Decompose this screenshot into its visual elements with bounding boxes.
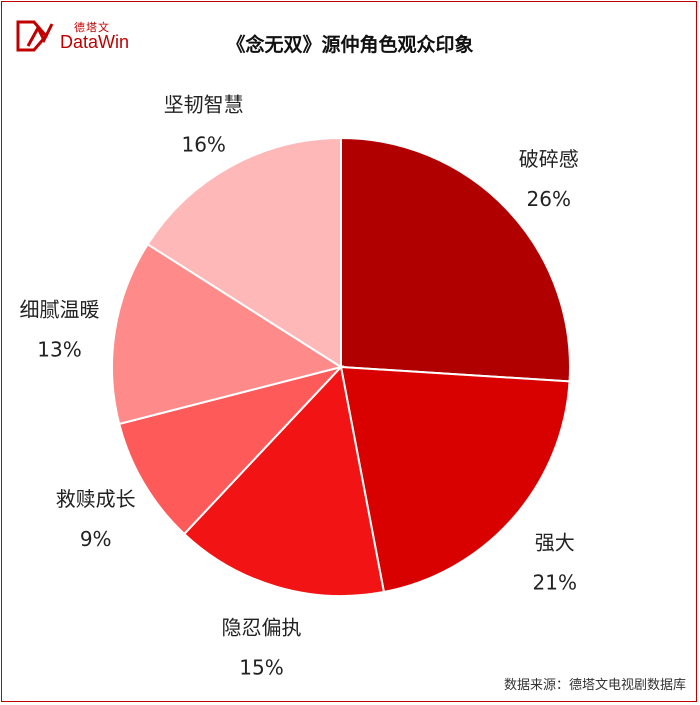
slice-percent-label: 21% [533, 570, 577, 594]
slice-category-label: 隐忍偏执 [221, 616, 301, 640]
slice-percent-label: 13% [37, 337, 81, 361]
slice-percent-label: 15% [239, 656, 283, 680]
logo-chinese-text: 德塔文 [74, 21, 110, 34]
pie-slice [339, 365, 571, 594]
pie-slice [340, 136, 571, 383]
slice-percent-label: 9% [80, 527, 112, 551]
pie-slice [117, 365, 345, 536]
chart-title: 《念无双》源仲角色观众印象 [226, 34, 474, 56]
pie-slice [146, 136, 342, 369]
slice-category-label: 救赎成长 [56, 487, 136, 511]
slice-percent-label: 26% [527, 187, 571, 211]
slice-percent-label: 16% [181, 132, 225, 156]
pie-slice [111, 242, 344, 426]
slice-category-label: 细腻温暖 [20, 297, 100, 321]
datawin-logo-icon [16, 20, 54, 52]
slice-category-label: 强大 [535, 530, 575, 554]
slice-category-label: 坚韧智慧 [164, 92, 244, 116]
slice-category-label: 破碎感 [519, 147, 579, 171]
data-source-note: 数据来源：德塔文电视剧数据库 [503, 678, 686, 693]
logo-english-text: DataWin [60, 32, 130, 52]
pie-slice [182, 364, 386, 597]
datawin-logo [14, 16, 124, 56]
